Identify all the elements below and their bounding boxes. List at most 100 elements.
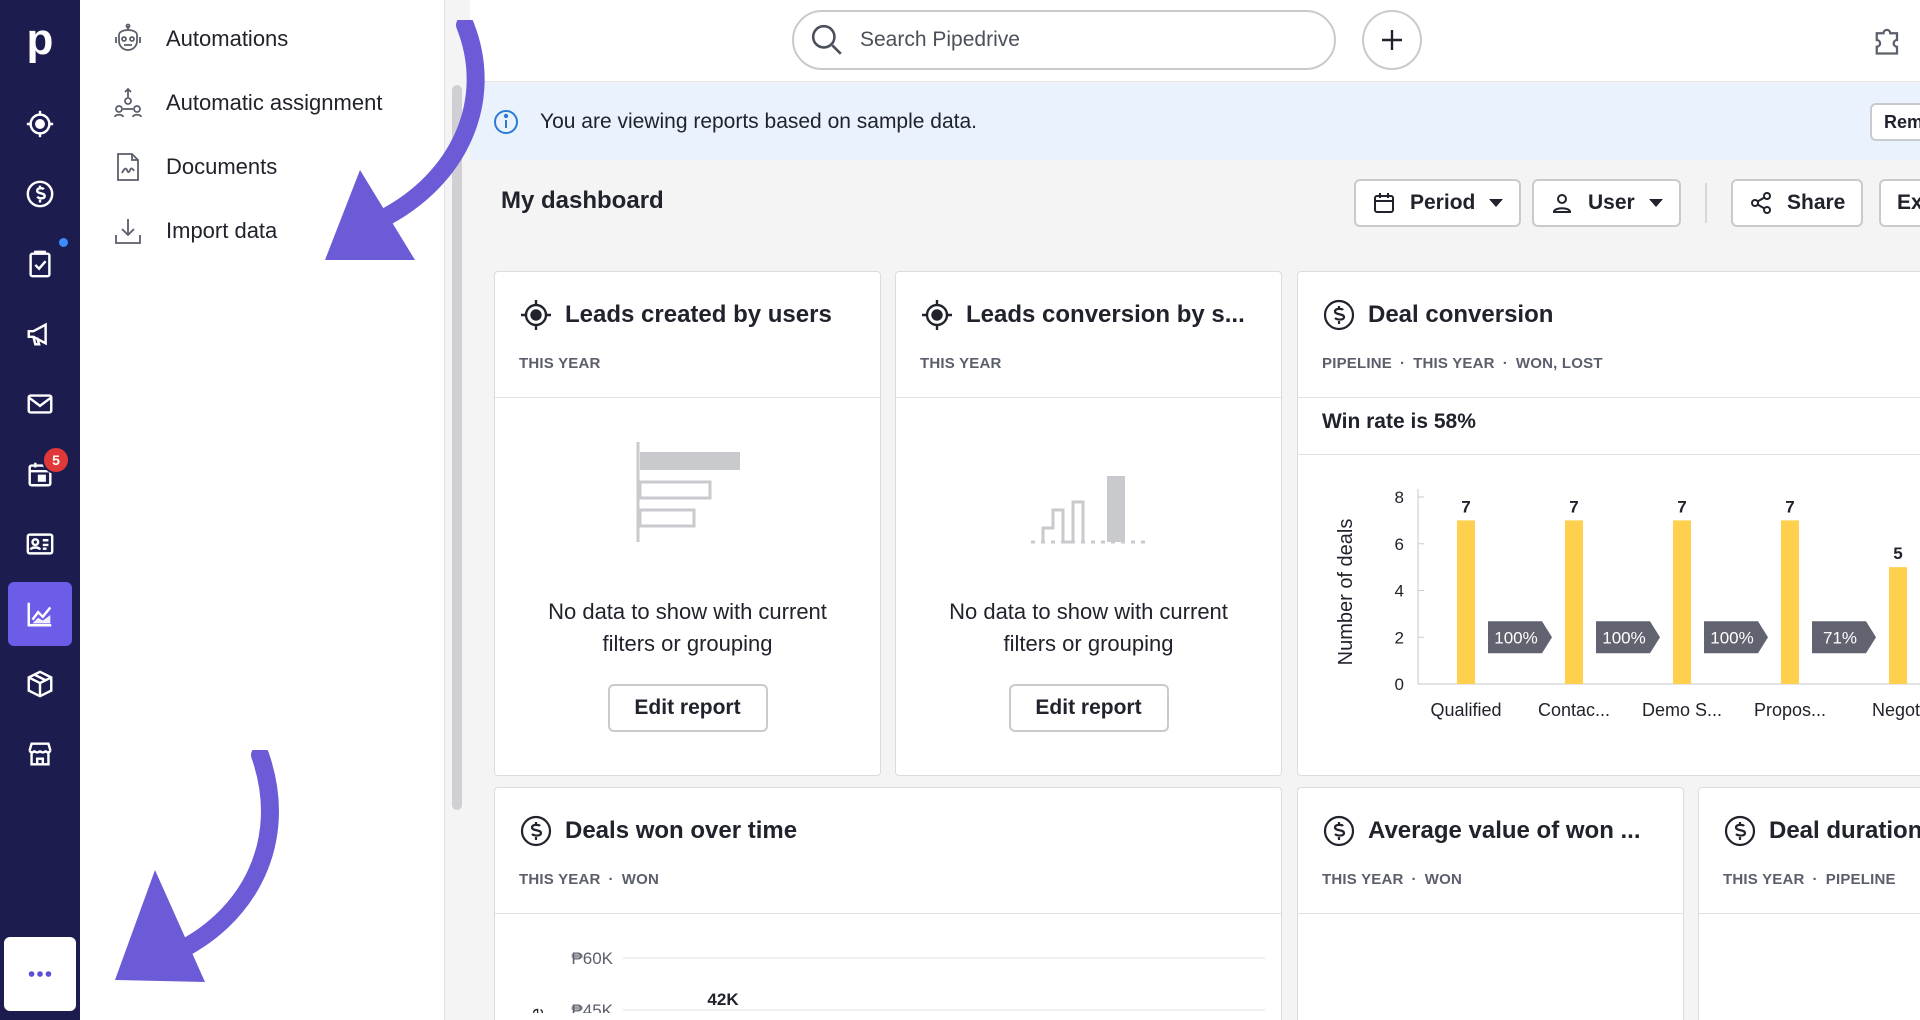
empty-line: No data to show with current: [548, 599, 827, 624]
period-filter-button[interactable]: Period: [1354, 179, 1522, 227]
bar: [1781, 520, 1799, 684]
user-filter-button[interactable]: User: [1532, 179, 1681, 227]
card-leads-created[interactable]: Leads created by users THIS YEAR No data…: [494, 271, 881, 776]
card-filters: THIS YEAR · PIPELINE: [1723, 871, 1896, 888]
export-button[interactable]: Ex: [1879, 179, 1920, 227]
bar-value-label: 7: [1785, 497, 1794, 516]
flyout-scrollbar[interactable]: [452, 85, 462, 810]
products-icon[interactable]: [8, 652, 72, 716]
calendar-icon[interactable]: 5: [8, 442, 72, 506]
deal-conversion-chart: Number of deals 0 2 4 6 8 7 Qualified 7 Contac...…: [1335, 488, 1920, 720]
extensions-icon[interactable]: [1870, 22, 1906, 58]
conversion-rate-label: 100%: [1710, 628, 1753, 647]
card-deal-conversion[interactable]: Deal conversion PIPELINE · THIS YEAR · WON, …: [1297, 271, 1920, 776]
pipedrive-logo[interactable]: p: [26, 15, 54, 64]
y-axis-label: Number of deals: [1335, 519, 1357, 666]
sample-data-banner: You are viewing reports based on sample …: [470, 83, 1920, 160]
filter-tag: WON: [1424, 871, 1463, 888]
conversion-rate-label: 71%: [1823, 628, 1857, 647]
empty-line: No data to show with current: [949, 599, 1228, 624]
menu-item-automatic-assignment[interactable]: Automatic assignment: [110, 83, 382, 123]
filter-tag: PIPELINE: [1825, 871, 1896, 888]
search-placeholder: Search Pipedrive: [860, 28, 1020, 51]
dollar-icon: [1724, 815, 1756, 847]
card-deal-duration[interactable]: Deal duration THIS YEAR · PIPELINE: [1698, 787, 1920, 1020]
card-title: Deal duration: [1723, 814, 1920, 848]
card-title-text: Deal duration: [1769, 817, 1920, 844]
deals-icon[interactable]: [8, 162, 72, 226]
y-tick-label: ₱45K: [571, 1001, 613, 1013]
card-title-text: Leads conversion by s...: [966, 301, 1245, 328]
card-deals-won[interactable]: Deals won over time THIS YEAR · WON ₱60K ₱4…: [494, 787, 1282, 1020]
conversion-arrow-icon: [1596, 621, 1660, 654]
bar: [1457, 520, 1475, 684]
robot-icon: [110, 21, 146, 57]
card-divider: [896, 397, 1281, 398]
menu-item-label: Documents: [166, 154, 278, 179]
card-filters: THIS YEAR · WON: [1322, 871, 1463, 888]
bar-value-label: 7: [1461, 497, 1470, 516]
filter-tag: THIS YEAR: [920, 355, 1002, 372]
empty-state-message: No data to show with current filters or …: [495, 596, 880, 660]
banner-text: You are viewing reports based on sample …: [540, 109, 978, 133]
more-flyout-menu: Automations Automatic assignment Documen…: [80, 0, 445, 1020]
document-icon: [110, 149, 146, 185]
card-title: Average value of won ...: [1322, 814, 1641, 848]
conversion-arrow-icon: [1812, 621, 1876, 654]
search-input[interactable]: Search Pipedrive: [792, 10, 1336, 70]
card-filters: THIS YEAR · WON: [519, 871, 660, 888]
user-label: User: [1588, 191, 1635, 214]
y-tick-label: 8: [1395, 488, 1404, 507]
card-divider: [495, 397, 880, 398]
main-nav-rail: p 5: [0, 0, 80, 1020]
dollar-icon: [1323, 815, 1355, 847]
header-divider: [1705, 183, 1707, 223]
campaigns-icon[interactable]: [8, 302, 72, 366]
bar: [1673, 520, 1691, 684]
filter-tag: WON, LOST: [1515, 355, 1603, 372]
y-tick-label: 2: [1395, 628, 1404, 647]
more-menu-button[interactable]: [4, 937, 76, 1011]
edit-report-button[interactable]: Edit report: [607, 684, 768, 732]
leads-icon[interactable]: [8, 92, 72, 156]
info-icon: [494, 109, 518, 134]
menu-item-documents[interactable]: Documents: [110, 147, 277, 187]
card-filters: THIS YEAR: [519, 355, 601, 372]
card-divider: [1298, 397, 1920, 398]
edit-report-button[interactable]: Edit report: [1008, 684, 1169, 732]
export-label: Ex: [1897, 191, 1920, 214]
chevron-down-icon: [1648, 199, 1663, 207]
card-title-text: Leads created by users: [565, 301, 832, 328]
contacts-icon[interactable]: [8, 512, 72, 576]
calendar-badge: 5: [42, 446, 70, 474]
insights-icon[interactable]: [8, 582, 72, 646]
card-leads-conversion[interactable]: Leads conversion by s... THIS YEAR No da…: [895, 271, 1282, 776]
y-tick-label: 0: [1395, 675, 1404, 694]
marketplace-icon[interactable]: [8, 722, 72, 786]
bar: [1565, 520, 1583, 684]
quick-add-button[interactable]: [1362, 10, 1422, 70]
leads-icon: [521, 300, 551, 330]
menu-item-import-data[interactable]: Import data: [110, 211, 277, 251]
share-button[interactable]: Share: [1731, 179, 1864, 227]
period-label: Period: [1410, 191, 1476, 214]
data-label: 42K: [707, 990, 739, 1009]
y-tick-label: ₱60K: [571, 949, 613, 968]
menu-item-automations[interactable]: Automations: [110, 19, 288, 59]
filter-tag: THIS YEAR: [1413, 355, 1495, 372]
card-title-text: Deals won over time: [565, 817, 798, 844]
activities-icon[interactable]: [8, 232, 72, 296]
share-icon: [1751, 192, 1771, 214]
empty-state-message: No data to show with current filters or …: [896, 596, 1281, 660]
remove-sample-data-button[interactable]: Rem: [1870, 103, 1920, 141]
card-divider: [1298, 454, 1920, 455]
x-tick-label: Qualified: [1430, 700, 1501, 720]
card-average-value[interactable]: Average value of won ... THIS YEAR · WON: [1297, 787, 1684, 1020]
conversion-arrow-icon: [1488, 621, 1552, 654]
card-title: Deals won over time: [519, 814, 797, 848]
empty-line: filters or grouping: [602, 631, 773, 656]
share-label: Share: [1787, 191, 1846, 214]
mail-icon[interactable]: [8, 372, 72, 436]
deals-won-chart: ₱60K ₱45K ue 42K: [527, 949, 1265, 1013]
search-icon: [811, 24, 842, 55]
